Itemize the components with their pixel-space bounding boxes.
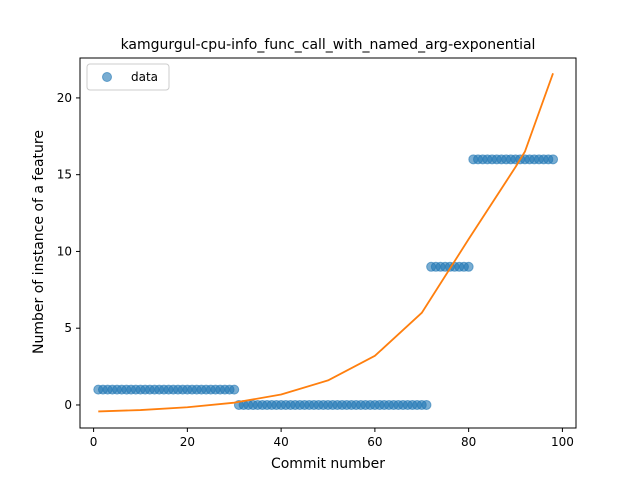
data-point (421, 399, 432, 410)
legend-box (86, 63, 170, 91)
x-tick-label: 60 (367, 435, 382, 449)
y-tick-label: 15 (57, 168, 72, 182)
x-tick-label: 40 (273, 435, 288, 449)
x-tick-label: 0 (90, 435, 98, 449)
y-tick-label: 10 (57, 244, 72, 258)
y-axis-label: Number of instance of a feature (31, 130, 47, 354)
legend-label-data: data (131, 70, 158, 84)
data-point (463, 261, 474, 272)
data-point (229, 384, 240, 395)
chart-title: kamgurgul-cpu-info_func_call_with_named_… (121, 37, 536, 53)
y-tick-label: 0 (64, 398, 72, 412)
legend: data (86, 63, 170, 91)
axes: 0 20 40 60 80 100 0 5 10 15 20 (57, 57, 577, 449)
y-tick-label: 20 (57, 91, 72, 105)
fit-line (98, 73, 554, 413)
plot-area (93, 73, 559, 413)
x-tick-label: 100 (551, 435, 574, 449)
data-point (548, 154, 559, 165)
legend-marker-data (102, 72, 112, 82)
y-tick-label: 5 (64, 321, 72, 335)
axes-frame (79, 57, 577, 429)
x-axis-label: Commit number (271, 456, 385, 472)
x-tick-label: 20 (180, 435, 195, 449)
x-tick-label: 80 (461, 435, 476, 449)
